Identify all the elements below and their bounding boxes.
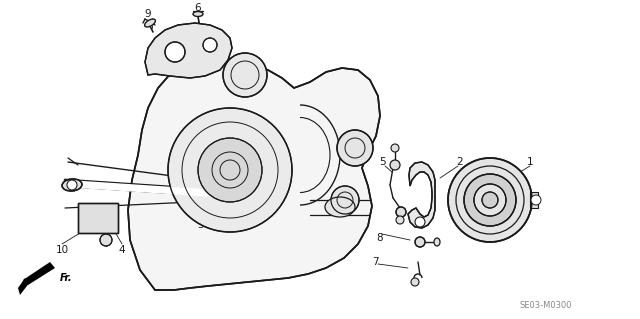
Circle shape xyxy=(415,237,425,247)
Polygon shape xyxy=(145,23,232,78)
Circle shape xyxy=(337,130,373,166)
Circle shape xyxy=(482,192,498,208)
Circle shape xyxy=(198,138,262,202)
Ellipse shape xyxy=(145,19,156,27)
Text: 2: 2 xyxy=(457,157,463,167)
Ellipse shape xyxy=(62,179,82,191)
Text: 1: 1 xyxy=(527,157,533,167)
Text: 6: 6 xyxy=(195,3,202,13)
Circle shape xyxy=(165,42,185,62)
Text: 8: 8 xyxy=(377,233,383,243)
Text: 7: 7 xyxy=(372,257,378,267)
Circle shape xyxy=(168,108,292,232)
Text: 5: 5 xyxy=(379,157,385,167)
Circle shape xyxy=(331,186,359,214)
Ellipse shape xyxy=(325,197,355,217)
Polygon shape xyxy=(128,58,380,290)
Circle shape xyxy=(474,184,506,216)
Circle shape xyxy=(396,216,404,224)
Text: 9: 9 xyxy=(145,9,151,19)
Circle shape xyxy=(203,38,217,52)
Circle shape xyxy=(448,158,532,242)
Circle shape xyxy=(396,207,406,217)
Circle shape xyxy=(100,234,112,246)
Polygon shape xyxy=(408,162,435,228)
Text: SE03-M0300: SE03-M0300 xyxy=(520,301,573,310)
Text: 3: 3 xyxy=(196,220,204,230)
Circle shape xyxy=(531,195,541,205)
Text: 4: 4 xyxy=(118,245,125,255)
Circle shape xyxy=(223,53,267,97)
Polygon shape xyxy=(18,278,30,295)
Ellipse shape xyxy=(434,238,440,246)
Circle shape xyxy=(411,278,419,286)
Ellipse shape xyxy=(193,11,203,17)
Circle shape xyxy=(390,160,400,170)
Text: 10: 10 xyxy=(56,245,68,255)
Circle shape xyxy=(67,180,77,190)
Polygon shape xyxy=(530,192,538,208)
Text: Fr.: Fr. xyxy=(60,273,72,283)
Circle shape xyxy=(464,174,516,226)
Circle shape xyxy=(415,217,425,227)
Circle shape xyxy=(391,144,399,152)
Polygon shape xyxy=(23,262,55,285)
Polygon shape xyxy=(78,203,118,233)
